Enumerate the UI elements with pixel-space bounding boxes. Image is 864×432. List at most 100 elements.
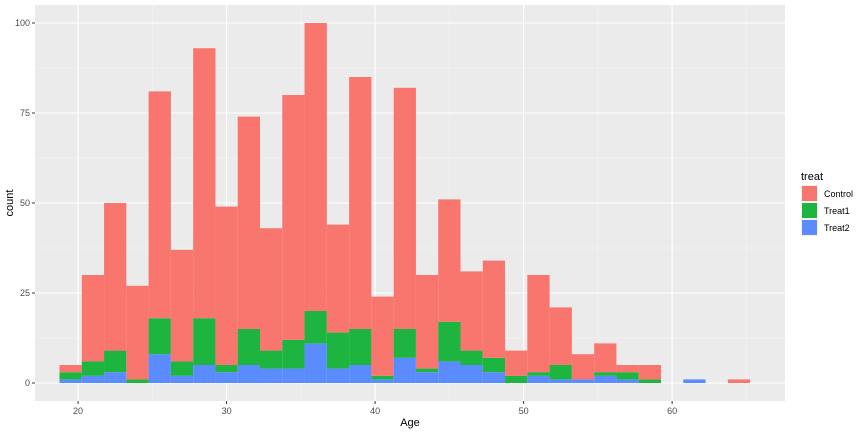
bar-treat1 bbox=[505, 375, 528, 383]
legend-label-treat2: Treat2 bbox=[824, 223, 850, 233]
bar-treat1 bbox=[549, 365, 572, 380]
bar-treat1 bbox=[594, 372, 617, 376]
bar-control bbox=[616, 365, 639, 373]
bar-treat2 bbox=[148, 354, 171, 383]
bar-treat1 bbox=[104, 350, 127, 373]
x-tick-label: 30 bbox=[222, 406, 232, 416]
bar-control bbox=[260, 228, 283, 351]
bar-treat1 bbox=[59, 372, 82, 380]
bar-control bbox=[393, 87, 416, 329]
bar-treat2 bbox=[549, 379, 572, 383]
bar-treat2 bbox=[371, 379, 394, 383]
bar-treat2 bbox=[59, 379, 82, 383]
bar-treat1 bbox=[237, 329, 260, 365]
bar-control bbox=[126, 285, 149, 380]
bar-control bbox=[371, 296, 394, 376]
y-tick-label: 75 bbox=[20, 108, 30, 118]
x-tick-label: 40 bbox=[370, 406, 380, 416]
bar-control bbox=[104, 203, 127, 351]
bar-control bbox=[193, 48, 216, 319]
legend-title: treat bbox=[801, 171, 823, 183]
bar-control bbox=[282, 95, 305, 340]
bar-control bbox=[638, 365, 661, 380]
bar-control bbox=[215, 206, 238, 365]
bar-treat2 bbox=[616, 379, 639, 383]
bar-treat2 bbox=[594, 375, 617, 383]
bar-control bbox=[505, 350, 528, 376]
x-tick-label: 50 bbox=[519, 406, 529, 416]
bar-treat2 bbox=[571, 379, 595, 383]
bar-control bbox=[571, 354, 595, 380]
bar-treat2 bbox=[326, 368, 350, 383]
bar-treat2 bbox=[170, 375, 194, 383]
y-tick-label: 50 bbox=[20, 198, 30, 208]
bar-treat1 bbox=[616, 372, 639, 380]
bar-control bbox=[438, 199, 461, 322]
bar-treat1 bbox=[326, 332, 350, 369]
bar-treat2 bbox=[282, 368, 305, 383]
bar-control bbox=[326, 224, 350, 333]
bar-control bbox=[415, 275, 439, 369]
legend-key-treat2 bbox=[802, 220, 817, 235]
x-axis-title: Age bbox=[400, 417, 420, 429]
bar-treat2 bbox=[349, 365, 372, 383]
bar-treat1 bbox=[260, 350, 283, 369]
bar-treat1 bbox=[393, 329, 416, 358]
bar-treat1 bbox=[415, 368, 439, 373]
bar-control bbox=[59, 365, 82, 373]
bar-treat2 bbox=[415, 372, 439, 383]
bar-treat2 bbox=[215, 372, 238, 383]
bar-treat1 bbox=[170, 361, 194, 376]
bar-treat1 bbox=[81, 361, 105, 376]
bar-treat1 bbox=[482, 357, 506, 373]
bar-control bbox=[482, 260, 506, 358]
bar-treat2 bbox=[260, 368, 283, 383]
bar-control bbox=[460, 271, 483, 351]
bar-treat1 bbox=[438, 321, 461, 362]
y-tick-label: 100 bbox=[15, 18, 30, 28]
y-tick-label: 0 bbox=[25, 378, 30, 388]
x-tick-label: 60 bbox=[667, 406, 677, 416]
bar-control bbox=[549, 307, 572, 365]
y-axis: 0 25 50 75 100 bbox=[15, 18, 35, 388]
bar-treat1 bbox=[148, 318, 171, 355]
bar-control bbox=[349, 77, 372, 329]
bar-control bbox=[304, 23, 327, 311]
legend-key-treat1 bbox=[802, 203, 817, 218]
bar-treat1 bbox=[193, 318, 216, 365]
bar-control bbox=[148, 91, 171, 319]
bar-treat2 bbox=[81, 375, 105, 383]
legend: treat Control Treat1 Treat2 bbox=[801, 171, 853, 236]
bar-treat1 bbox=[282, 339, 305, 369]
bar-treat2 bbox=[438, 361, 461, 383]
bar-treat2 bbox=[393, 357, 416, 383]
bar-treat1 bbox=[215, 365, 238, 373]
bar-control bbox=[594, 343, 617, 373]
bar-control bbox=[81, 275, 105, 362]
bar-treat1 bbox=[349, 329, 372, 365]
legend-key-control bbox=[802, 186, 817, 201]
y-tick-label: 25 bbox=[20, 288, 30, 298]
x-axis: 20 30 40 50 60 bbox=[73, 401, 677, 416]
bar-treat1 bbox=[126, 379, 149, 383]
bar-control bbox=[237, 116, 260, 329]
bar-control bbox=[527, 275, 550, 373]
bar-treat2 bbox=[482, 372, 506, 383]
bars bbox=[59, 23, 751, 383]
bar-control bbox=[170, 249, 194, 362]
bar-treat1 bbox=[304, 311, 327, 344]
bar-treat1 bbox=[460, 350, 483, 365]
bar-treat1 bbox=[638, 379, 661, 383]
bar-treat2 bbox=[460, 365, 483, 383]
x-tick-label: 20 bbox=[73, 406, 83, 416]
bar-treat2 bbox=[527, 375, 550, 383]
bar-control bbox=[727, 379, 751, 383]
bar-treat2 bbox=[304, 343, 327, 383]
bar-treat2 bbox=[683, 379, 706, 383]
legend-label-control: Control bbox=[824, 189, 853, 199]
legend-label-treat1: Treat1 bbox=[824, 206, 850, 216]
y-axis-title: count bbox=[4, 190, 16, 217]
bar-treat2 bbox=[237, 365, 260, 383]
bar-treat2 bbox=[193, 365, 216, 383]
